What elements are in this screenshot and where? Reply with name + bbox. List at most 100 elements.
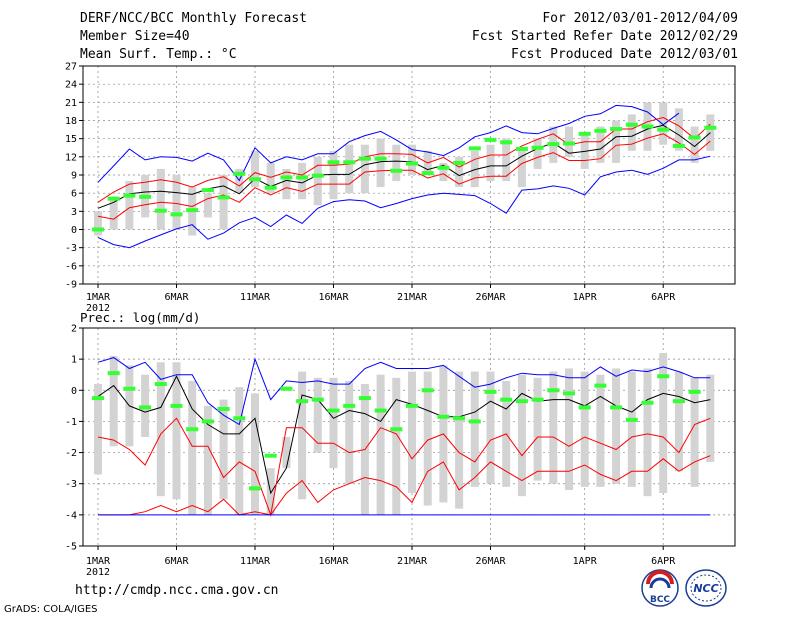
- temp-observed-mark: [421, 171, 434, 176]
- temp-observed-mark: [406, 161, 418, 166]
- temp-observed-mark: [327, 160, 340, 165]
- prec-y-tick-label: -3: [65, 479, 77, 490]
- temp-range-box: [659, 102, 668, 145]
- temp-series-min: [97, 155, 711, 249]
- temp-x-tick-label: 16MAR: [318, 292, 349, 303]
- temp-range-box: [329, 150, 338, 200]
- temp-y-tick-label: 27: [65, 62, 77, 73]
- prec-range-box: [376, 374, 385, 515]
- temp-observed-mark: [170, 212, 183, 217]
- prec-range-box: [643, 368, 652, 497]
- prec-observed-mark: [186, 427, 199, 432]
- prec-x-tick-label: 16MAR: [318, 556, 349, 567]
- temp-range-box: [627, 114, 636, 151]
- temp-range-box: [94, 211, 102, 236]
- temp-observed-mark: [264, 185, 277, 190]
- temp-range-box: [596, 126, 605, 163]
- prec-range-box: [517, 374, 526, 497]
- prec-range-box: [627, 371, 636, 487]
- prec-range-box: [533, 377, 542, 481]
- temp-range-box: [219, 175, 228, 230]
- prec-observed-mark: [468, 419, 481, 424]
- temp-y-tick-label: 15: [65, 134, 77, 145]
- prec-observed-mark: [657, 374, 670, 379]
- prec-observed-mark: [343, 403, 356, 408]
- temp-y-tick-label: 3: [71, 207, 77, 218]
- temp-observed-mark: [610, 126, 623, 131]
- temp-range-box: [502, 138, 511, 182]
- precipitation-panel: 1MAR 6MAR 11MAR 16MAR 21MAR 26MAR 1APR 6APR2012…: [65, 310, 736, 578]
- temp-range-box: [690, 126, 699, 163]
- source-url: http://cmdp.ncc.cma.gov.cn: [75, 583, 279, 598]
- temp-range-box: [298, 162, 307, 200]
- prec-observed-mark: [327, 408, 340, 413]
- prec-observed-mark: [421, 388, 434, 393]
- prec-range-box: [188, 380, 197, 515]
- temp-range-box: [533, 138, 542, 169]
- temp-range-box: [392, 144, 401, 182]
- temp-y-tick-label: 24: [65, 80, 77, 91]
- temp-y-tick-label: 9: [71, 171, 77, 182]
- temp-y-tick-label: 21: [65, 98, 77, 109]
- temp-y-tick-label: -3: [65, 243, 77, 254]
- prec-observed-mark: [531, 397, 544, 402]
- temp-range-box: [455, 156, 464, 188]
- prec-observed-mark: [107, 371, 120, 376]
- prec-range-box: [612, 368, 621, 484]
- prec-observed-mark: [296, 399, 309, 404]
- prec-observed-mark: [515, 399, 528, 404]
- temp-plot-frame: [82, 65, 736, 285]
- prec-x-tick-label: 1MAR: [86, 556, 111, 567]
- temp-observed-mark: [186, 208, 199, 213]
- temp-observed-mark: [594, 128, 607, 133]
- temp-series-mean: [97, 124, 711, 209]
- bcc-logo: BCC: [641, 569, 679, 607]
- temp-range-box: [156, 168, 165, 230]
- temp-observed-mark: [437, 165, 450, 170]
- temp-observed-mark: [390, 168, 403, 173]
- prec-y-tick-label: -4: [65, 510, 77, 521]
- prec-range-box: [345, 380, 354, 484]
- prec-y-tick-label: -5: [65, 542, 77, 553]
- temp-observed-mark: [374, 156, 387, 161]
- prec-observed-mark: [625, 417, 638, 422]
- prec-range-box: [313, 377, 322, 453]
- temp-y-tick-label: 18: [65, 116, 77, 127]
- prec-observed-mark: [201, 419, 214, 424]
- prec-series-max: [97, 357, 711, 426]
- temp-observed-mark: [484, 137, 497, 142]
- prec-y-tick-label: -2: [65, 448, 77, 459]
- variable-label: Mean Surf. Temp.: °C: [80, 47, 237, 62]
- prec-observed-mark: [500, 397, 513, 402]
- prec-observed-mark: [594, 383, 607, 388]
- prec-x-tick-label: 1APR: [573, 556, 598, 567]
- temp-observed-mark: [311, 173, 324, 178]
- prec-range-box: [251, 393, 259, 515]
- prec-observed-mark: [123, 386, 136, 391]
- prec-x-tick-label: 11MAR: [240, 556, 271, 567]
- temp-range-box: [580, 132, 589, 169]
- prec-observed-mark: [563, 391, 575, 396]
- prec-observed-mark: [453, 416, 466, 421]
- forecast-period: For 2012/03/01-2012/04/09: [542, 11, 738, 26]
- precip-title: Prec.: log(mm/d): [80, 310, 200, 325]
- prec-observed-mark: [390, 427, 403, 432]
- prec-y-tick-label: 2: [71, 324, 77, 335]
- member-size: Member Size=40: [80, 29, 190, 44]
- temp-range-box: [470, 150, 479, 188]
- temp-x-tick-label: 26MAR: [475, 292, 506, 303]
- temp-x-tick-label: 6APR: [651, 292, 676, 303]
- temp-observed-mark: [500, 140, 513, 145]
- temp-range-box: [408, 144, 416, 175]
- prec-x-tick-label: 6APR: [651, 556, 676, 567]
- prec-series-lower: [98, 455, 711, 516]
- prec-range-box: [423, 371, 432, 506]
- temp-observed-mark: [201, 188, 214, 193]
- prec-observed-mark: [688, 389, 701, 394]
- prec-range-box: [580, 371, 589, 487]
- temp-observed-mark: [515, 146, 528, 151]
- prec-range-box: [109, 356, 118, 447]
- prec-observed-mark: [610, 405, 623, 410]
- temp-observed-mark: [92, 227, 104, 232]
